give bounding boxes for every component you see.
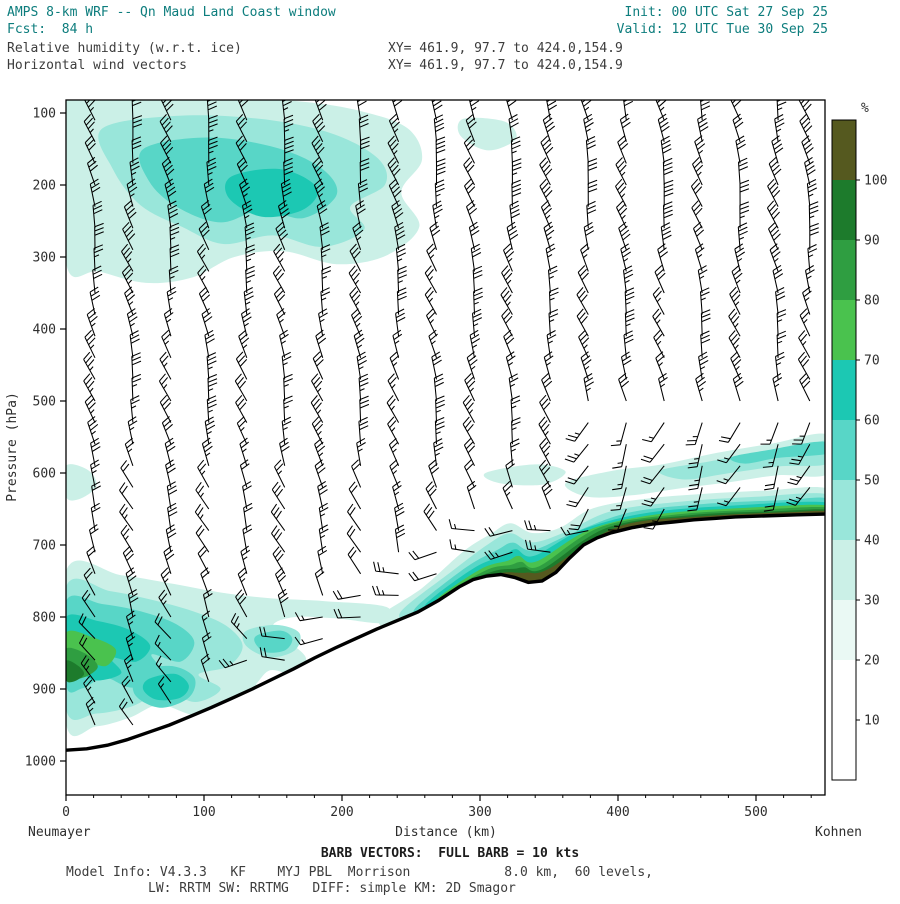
colorbar-tick-label: 20	[864, 654, 880, 669]
y-tick-label: 600	[33, 467, 56, 482]
x-tick-label: 400	[606, 805, 629, 820]
y-tick-label: 1000	[25, 755, 56, 770]
y-tick-label: 800	[33, 611, 56, 626]
y-tick-label: 100	[33, 107, 56, 122]
x-tick-label: 0	[62, 805, 70, 820]
barb-legend: BARB VECTORS: FULL BARB = 10 kts	[320, 846, 580, 861]
colorbar-tick-label: 90	[864, 234, 880, 249]
vector-label: Horizontal wind vectors	[7, 58, 188, 73]
model-info-line2: LW: RRTM SW: RRTMG DIFF: simple KM: 2D S…	[148, 881, 516, 896]
y-tick-label: 200	[33, 179, 56, 194]
colorbar-tick-label: 50	[864, 474, 880, 489]
x-tick-label: 100	[192, 805, 215, 820]
xy-coords-2: XY= 461.9, 97.7 to 424.0,154.9	[388, 58, 623, 73]
x-tick-label: 300	[468, 805, 491, 820]
y-tick-label: 900	[33, 683, 56, 698]
model-info-line1: Model Info: V4.3.3 KF MYJ PBL Morrison 8…	[66, 865, 653, 880]
colorbar-tick-label: 40	[864, 534, 880, 549]
x-tick-label: 200	[330, 805, 353, 820]
y-axis-title: Pressure (hPa)	[5, 392, 20, 502]
forecast-hour: Fcst: 84 h	[7, 22, 94, 37]
colorbar-unit-label: %	[861, 101, 869, 116]
station-right-label: Kohnen	[815, 825, 862, 840]
rh-shading	[66, 100, 825, 795]
y-tick-label: 300	[33, 251, 56, 266]
y-tick-label: 400	[33, 323, 56, 338]
axes: 100 200 300 400 500 600 700 800 900 1000 0 100 200 30…	[5, 99, 862, 840]
terrain-mask	[66, 514, 825, 795]
colorbar: 10 20 30 40 50 60 70 80 90 100%	[831, 101, 887, 781]
wind-barbs	[78, 100, 819, 726]
field-label: Relative humidity (w.r.t. ice)	[7, 41, 242, 56]
colorbar-tick-label: 60	[864, 414, 880, 429]
y-tick-label: 500	[33, 395, 56, 410]
xy-coords-1: XY= 461.9, 97.7 to 424.0,154.9	[388, 41, 623, 56]
y-tick-label: 700	[33, 539, 56, 554]
colorbar-tick-label: 30	[864, 594, 880, 609]
x-tick-label: 500	[744, 805, 767, 820]
colorbar-tick-label: 100	[864, 174, 887, 189]
colorbar-tick-label: 10	[864, 714, 880, 729]
init-time: Init: 00 UTC Sat 27 Sep 25	[624, 5, 829, 20]
x-axis-title: Distance (km)	[395, 825, 497, 840]
colorbar-tick-label: 80	[864, 294, 880, 309]
colorbar-tick-label: 70	[864, 354, 880, 369]
valid-time: Valid: 12 UTC Tue 30 Sep 25	[616, 22, 828, 37]
app-title: AMPS 8-km WRF -- Qn Maud Land Coast wind…	[7, 5, 336, 20]
station-left-label: Neumayer	[28, 825, 91, 840]
terrain-surface-line	[66, 512, 825, 752]
